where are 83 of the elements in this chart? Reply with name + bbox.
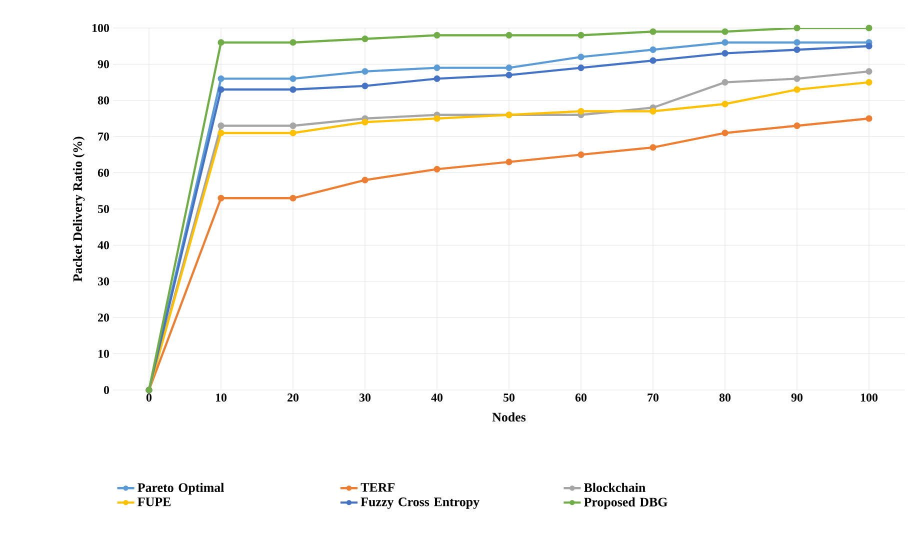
point <box>578 54 584 60</box>
point <box>722 28 728 35</box>
y-tick-label: 20 <box>98 314 110 322</box>
legend-label: Proposed DBG <box>584 497 668 510</box>
point <box>866 68 872 75</box>
point <box>794 39 800 46</box>
point <box>866 24 872 32</box>
point <box>650 144 656 151</box>
point <box>434 64 440 72</box>
point <box>794 122 800 130</box>
point <box>290 75 296 82</box>
y-tick-label: 80 <box>98 96 110 104</box>
point <box>362 82 368 90</box>
x-tick-label: 50 <box>504 394 515 402</box>
y-tick-label: 30 <box>98 277 110 286</box>
point <box>218 194 224 202</box>
point <box>650 108 656 115</box>
y-tick-label: 70 <box>98 132 110 141</box>
point <box>290 122 296 130</box>
x-tick-label: 0 <box>146 394 152 402</box>
point <box>434 115 440 122</box>
point <box>722 39 728 46</box>
point <box>578 64 584 72</box>
legend-label: Fuzzy Cross Entropy <box>360 498 480 509</box>
point <box>506 64 512 72</box>
x-tick-label: 90 <box>791 394 803 402</box>
point <box>794 46 800 54</box>
y-tick-label: 100 <box>92 24 110 32</box>
point <box>218 122 224 130</box>
point <box>218 86 224 93</box>
legend-label: Blockchain <box>584 482 646 492</box>
point <box>722 78 728 86</box>
point <box>866 115 872 122</box>
point <box>794 24 800 32</box>
y-tick-label: 60 <box>98 168 110 177</box>
point <box>794 86 800 93</box>
point <box>506 72 512 78</box>
legend-label: TERF <box>360 483 395 492</box>
point <box>794 75 800 82</box>
point <box>722 50 728 57</box>
x-tick-label: 40 <box>431 394 443 402</box>
point <box>506 32 512 39</box>
y-tick-label: 40 <box>98 241 110 250</box>
point <box>290 194 296 202</box>
x-tick-label: 80 <box>719 394 731 402</box>
point <box>650 57 656 64</box>
x-tick-label: 20 <box>288 394 299 402</box>
point <box>650 46 656 54</box>
y-tick-label: 50 <box>98 204 110 214</box>
point <box>362 68 368 75</box>
x-tick-label: 100 <box>860 394 878 402</box>
legend-label: FUPE <box>138 498 171 506</box>
point <box>506 158 512 166</box>
point <box>434 166 440 172</box>
point <box>866 78 872 86</box>
point <box>650 28 656 35</box>
point <box>290 130 296 136</box>
x-tick-label: 10 <box>216 394 227 402</box>
y-tick-label: 0 <box>104 386 110 394</box>
y-tick-label: 10 <box>98 350 110 358</box>
y-axis-title: Packet Delivery Ratio (%) <box>72 136 85 282</box>
point <box>218 75 224 82</box>
y-tick-label: 90 <box>98 60 110 68</box>
point <box>578 32 584 39</box>
point <box>362 176 368 184</box>
point <box>866 42 872 50</box>
point <box>218 130 224 136</box>
point <box>362 36 368 42</box>
point <box>434 75 440 82</box>
point <box>578 108 584 115</box>
point <box>434 32 440 39</box>
point <box>290 39 296 46</box>
x-tick-label: 30 <box>359 394 371 402</box>
legend-label: Pareto Optimal <box>138 482 224 495</box>
point <box>722 130 728 136</box>
point <box>578 151 584 158</box>
point <box>362 118 368 126</box>
point <box>218 39 224 46</box>
point <box>722 100 728 108</box>
point <box>290 86 296 93</box>
x-tick-label: 60 <box>575 394 587 402</box>
x-tick-label: 70 <box>648 394 659 402</box>
x-axis-title: Nodes <box>492 412 526 422</box>
